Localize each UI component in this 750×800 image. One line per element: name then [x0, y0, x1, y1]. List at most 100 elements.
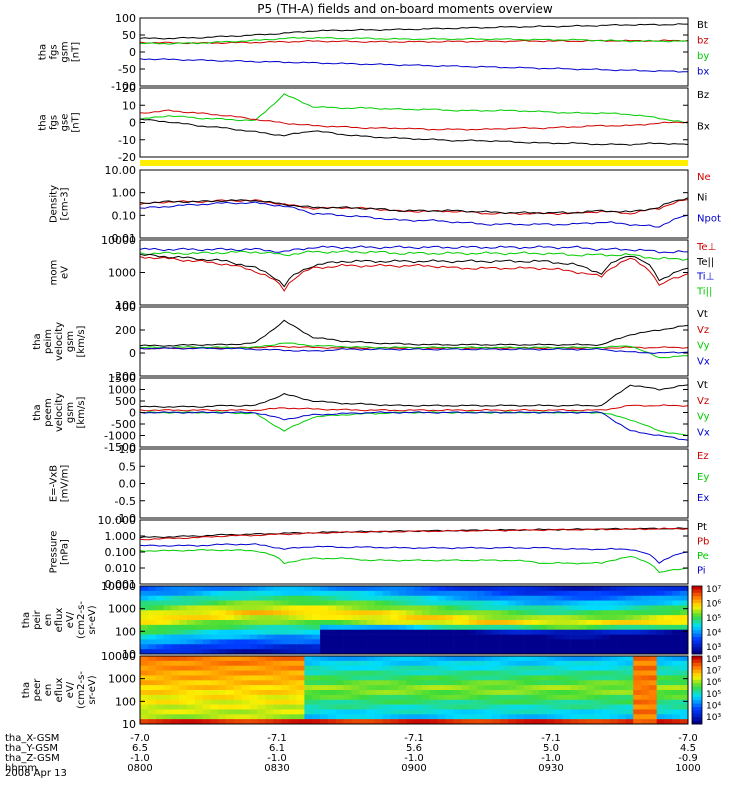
spectrogram-cell [359, 590, 368, 597]
spectrogram-cell [414, 694, 423, 701]
spectrogram-cell [437, 649, 446, 655]
spectrogram-cell [617, 615, 626, 621]
spectrogram-cell [194, 634, 203, 640]
spectrogram-cell [280, 690, 290, 696]
series-line-Vx [139, 411, 689, 441]
y-axis-label-line: eflux [54, 678, 65, 703]
spectrogram-cell [249, 624, 258, 631]
spectrogram-cell [648, 615, 657, 621]
spectrogram-cell [429, 665, 438, 671]
spectrogram-cell [163, 665, 172, 671]
spectrogram-cell [468, 670, 477, 676]
legend-entry: Vx [697, 356, 710, 367]
spectrogram-cell [304, 629, 313, 635]
spectrogram-cell [367, 586, 376, 592]
y-axis-label-line: tha [21, 682, 32, 698]
spectrogram-cell [280, 675, 290, 681]
spectrogram-cell [531, 595, 540, 601]
spectrogram-cell [233, 634, 243, 640]
legend-entry: Vx [697, 427, 710, 438]
legend-entry: Ne [697, 172, 711, 183]
spectrogram-cell [453, 660, 462, 667]
spectrogram-cell [594, 634, 603, 640]
spectrogram-cell [398, 634, 407, 640]
spectrogram-cell [445, 714, 454, 720]
spectrogram-cell [351, 670, 360, 676]
spectrogram-cell [453, 719, 462, 725]
series-line-Vz [139, 404, 689, 412]
spectrogram-cell [335, 600, 344, 606]
spectrogram-cell [672, 586, 681, 592]
spectrogram-cell [273, 690, 282, 696]
spectrogram-cell [484, 639, 493, 645]
spectrogram-cell [492, 709, 501, 715]
spectrogram-cell [320, 639, 329, 645]
spectrogram-cell [249, 665, 258, 671]
spectrogram-cell [507, 644, 517, 650]
spectrogram-cell [601, 665, 611, 671]
spectrogram-cell [554, 634, 564, 640]
spectrogram-cell [374, 699, 383, 705]
spectrogram-cell [594, 644, 603, 650]
spectrogram-cell [390, 644, 399, 650]
spectrogram-cell [320, 644, 329, 650]
spectrogram-cell [641, 685, 650, 691]
spectrogram-cell [633, 586, 642, 592]
spectrogram-cell [327, 620, 337, 626]
spectrogram-cell [147, 605, 156, 611]
spectrogram-cell [601, 694, 611, 701]
y-axis-label-line: peim [43, 329, 54, 354]
spectrogram-cell [140, 656, 149, 662]
spectrogram-cell [288, 685, 297, 691]
spectrogram-cell [633, 610, 642, 616]
spectrogram-cell [414, 690, 423, 696]
spectrogram-cell [453, 714, 462, 720]
spectrogram-cell [367, 699, 376, 705]
spectrogram-cell [680, 670, 689, 676]
spectrogram-cell [507, 675, 517, 681]
spectrogram-cell [437, 670, 446, 676]
x-axis-value: 5.0 [543, 743, 559, 754]
spectrogram-cell [570, 590, 579, 597]
spectrogram-cell [437, 694, 446, 701]
spectrogram-cell [554, 620, 564, 626]
spectrogram-cell [601, 680, 611, 686]
spectrogram-cell [586, 629, 595, 635]
series-line-Npot [139, 201, 689, 228]
series-line-Ti⊥ [139, 245, 689, 254]
spectrogram-cell [515, 680, 524, 686]
spectrogram-cell [625, 634, 634, 640]
spectrogram-cell [351, 644, 360, 650]
spectrogram-cell [609, 600, 618, 606]
spectrogram-cell [515, 675, 524, 681]
spectrogram-cell [265, 590, 274, 597]
colorbar-tick-label: 10⁴ [706, 701, 721, 711]
spectrogram-cell [617, 629, 626, 635]
spectrogram-cell [186, 629, 196, 635]
colorbar-tick-label: 10⁸ [706, 655, 721, 665]
spectrogram-cell [460, 685, 470, 691]
spectrogram-cell [202, 615, 211, 621]
spectrogram-cell [531, 629, 540, 635]
spectrogram-cell [273, 665, 282, 671]
spectrogram-cell [570, 699, 579, 705]
spectrogram-cell [648, 675, 657, 681]
spectrogram-cell [625, 690, 634, 696]
y-axis-label-line: en [43, 684, 54, 697]
spectrogram-cell [617, 670, 626, 676]
spectrogram-cell [335, 629, 344, 635]
y-axis-label-line: [nT] [71, 42, 82, 62]
spectrogram-cell [233, 644, 243, 650]
spectrogram-cell [460, 590, 470, 597]
spectrogram-cell [398, 665, 407, 671]
y-tick-label: 1.0 [119, 443, 137, 456]
spectrogram-cell [249, 714, 258, 720]
spectrogram-cell [382, 629, 391, 635]
spectrogram-cell [155, 685, 164, 691]
spectrogram-cell [226, 694, 235, 701]
spectrogram-cell [445, 694, 454, 701]
x-axis-value: -0.9 [678, 753, 698, 764]
spectrogram-cell [304, 595, 313, 601]
spectrogram-cell [484, 699, 493, 705]
spectrogram-cell [421, 644, 430, 650]
